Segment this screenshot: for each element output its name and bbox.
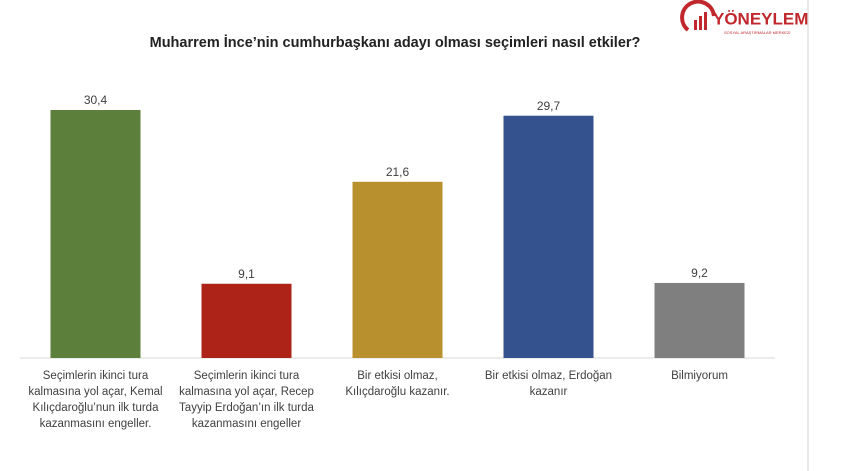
x-tick-label: Bir etkisi olmaz, Kılıçdaroğlu kazanır. [345,370,450,398]
value-label: 30,4 [84,93,108,107]
value-label: 29,7 [537,99,561,113]
logo: YÖNEYLEM SOSYAL ARAŞTIRMALAR MERKEZİ [680,0,808,35]
logo-ring [680,0,716,32]
bar [352,181,443,358]
logo-bar [699,16,702,30]
x-tick-label: Seçimlerin ikinci tura kalmasına yol aça… [179,370,314,430]
logo-subtitle: SOSYAL ARAŞTIRMALAR MERKEZİ [724,30,790,35]
value-label: 9,1 [238,267,255,281]
value-label: 9,2 [691,266,708,280]
bar [201,283,292,358]
logo-name: YÖNEYLEM [713,9,808,28]
bar [654,282,745,358]
bar [50,110,141,358]
x-tick-label: Bir etkisi olmaz, Erdoğan kazanır [484,370,613,398]
logo-bar [694,20,697,30]
x-tick-label: Seçimlerin ikinci tura kalmasına yol aça… [28,370,163,430]
value-label: 21,6 [386,165,410,179]
logo-bar [704,12,707,30]
chart-title: Muharrem İnce’nin cumhurbaşkanı adayı ol… [150,34,641,51]
bar [503,115,594,358]
x-tick-label: Bilmiyorum [671,370,728,382]
